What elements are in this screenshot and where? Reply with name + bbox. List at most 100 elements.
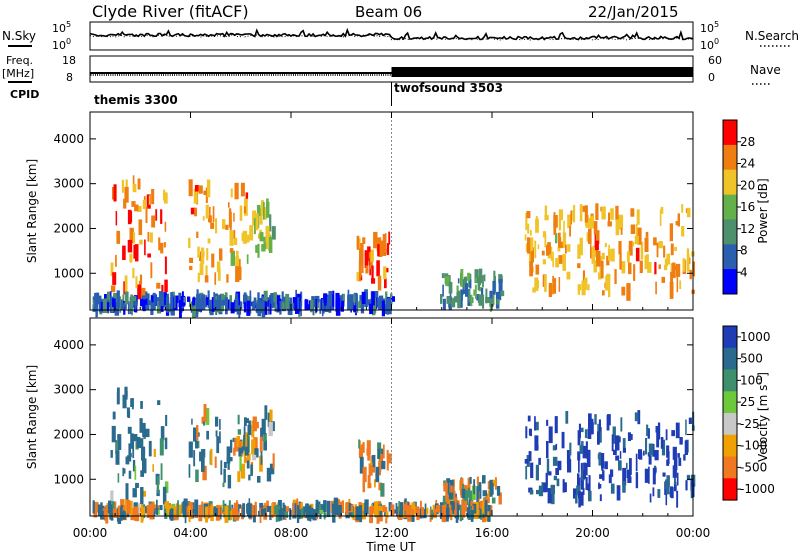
heatmap-cell xyxy=(130,294,133,312)
heatmap-cell xyxy=(278,509,283,521)
heatmap-cell xyxy=(203,421,205,426)
heatmap-cell xyxy=(587,428,592,439)
heatmap-cell xyxy=(416,509,419,521)
heatmap-cell xyxy=(534,444,539,450)
heatmap-cell xyxy=(246,453,251,461)
heatmap-cell xyxy=(672,446,677,460)
heatmap-cell xyxy=(646,424,649,436)
heatmap-cell xyxy=(160,426,165,441)
heatmap-cell xyxy=(269,409,273,427)
heatmap-cell xyxy=(678,457,682,466)
heatmap-cell xyxy=(324,299,327,306)
heatmap-cell xyxy=(579,237,583,256)
heatmap-cell xyxy=(210,222,215,229)
range-tick-label: 2000 xyxy=(53,427,84,441)
heatmap-cell xyxy=(352,507,356,521)
heatmap-cell xyxy=(164,256,167,275)
heatmap-cell xyxy=(235,250,239,258)
heatmap-cell xyxy=(645,438,648,455)
heatmap-cell xyxy=(548,471,552,476)
heatmap-cell xyxy=(248,474,251,481)
heatmap-cell xyxy=(478,482,482,499)
heatmap-cell xyxy=(637,410,641,425)
heatmap-cell xyxy=(370,460,373,466)
heatmap-cell xyxy=(552,278,557,294)
heatmap-cell xyxy=(478,294,483,306)
heatmap-cell xyxy=(216,436,220,454)
range-tick-label: 3000 xyxy=(53,177,84,191)
heatmap-cell xyxy=(562,479,565,493)
heatmap-cell xyxy=(263,202,265,220)
heatmap-cell xyxy=(266,467,272,482)
heatmap-cell xyxy=(382,234,385,250)
heatmap-cell xyxy=(676,490,679,508)
heatmap-cell xyxy=(187,296,191,302)
heatmap-cell xyxy=(326,500,331,518)
heatmap-cell xyxy=(626,469,631,478)
heatmap-cell xyxy=(464,485,468,490)
heatmap-cell xyxy=(465,283,469,297)
heatmap-cell xyxy=(475,277,477,283)
heatmap-cell xyxy=(546,441,549,459)
heatmap-cell xyxy=(202,216,205,221)
heatmap-cell xyxy=(289,508,292,520)
heatmap-cell xyxy=(339,295,344,301)
heatmap-cell xyxy=(478,286,483,292)
heatmap-cell xyxy=(102,298,107,313)
heatmap-cell xyxy=(358,444,363,458)
heatmap-cell xyxy=(93,512,97,517)
heatmap-cell xyxy=(272,453,275,469)
heatmap-cell xyxy=(129,253,133,263)
heatmap-cell xyxy=(569,442,572,456)
heatmap-cell xyxy=(229,457,233,462)
nsearch-tick-high: 105 xyxy=(700,20,719,35)
colorbar-tick-label: 16 xyxy=(740,200,755,214)
heatmap-cell xyxy=(577,244,581,259)
heatmap-cell xyxy=(178,504,182,518)
heatmap-cell xyxy=(127,455,132,462)
cpid-segment-2: twofsound 3503 xyxy=(394,81,503,95)
heatmap-cell xyxy=(597,423,599,438)
heatmap-cell xyxy=(118,505,121,518)
heatmap-cell xyxy=(618,460,622,471)
heatmap-cell xyxy=(468,490,474,506)
heatmap-cell xyxy=(163,242,166,248)
heatmap-cell xyxy=(686,474,690,481)
heatmap-cell xyxy=(608,474,612,484)
heatmap-cell xyxy=(383,243,387,253)
heatmap-cell xyxy=(238,258,241,275)
heatmap-cell xyxy=(195,469,199,483)
heatmap-cell xyxy=(359,505,363,523)
heatmap-cell xyxy=(660,206,664,214)
heatmap-cell xyxy=(573,488,577,499)
heatmap-cell xyxy=(194,207,197,217)
heatmap-cell xyxy=(675,422,680,439)
heatmap-cell xyxy=(442,284,444,297)
heatmap-cell xyxy=(337,505,342,516)
heatmap-cell xyxy=(578,477,581,489)
heatmap-cell xyxy=(552,456,558,466)
heatmap-cell xyxy=(485,297,490,304)
heatmap-cell xyxy=(260,451,263,465)
heatmap-cell xyxy=(227,474,232,489)
heatmap-cell xyxy=(534,240,537,259)
heatmap-cell xyxy=(578,493,582,499)
heatmap-cell xyxy=(476,486,479,504)
heatmap-cell xyxy=(152,293,156,311)
heatmap-cell xyxy=(156,476,160,494)
heatmap-cell xyxy=(370,298,373,304)
heatmap-cell xyxy=(124,302,127,308)
heatmap-cell xyxy=(271,503,274,515)
heatmap-cell xyxy=(473,479,476,495)
heatmap-cell xyxy=(100,301,104,311)
heatmap-cell xyxy=(535,264,540,275)
heatmap-cell xyxy=(358,260,362,278)
heatmap-cell xyxy=(333,497,339,515)
heatmap-cell xyxy=(219,431,221,444)
heatmap-cell xyxy=(581,441,584,447)
heatmap-cell xyxy=(319,509,324,514)
heatmap-cell xyxy=(299,503,301,510)
heatmap-cell xyxy=(364,499,369,515)
heatmap-cell xyxy=(141,510,145,518)
heatmap-cell xyxy=(630,224,636,234)
